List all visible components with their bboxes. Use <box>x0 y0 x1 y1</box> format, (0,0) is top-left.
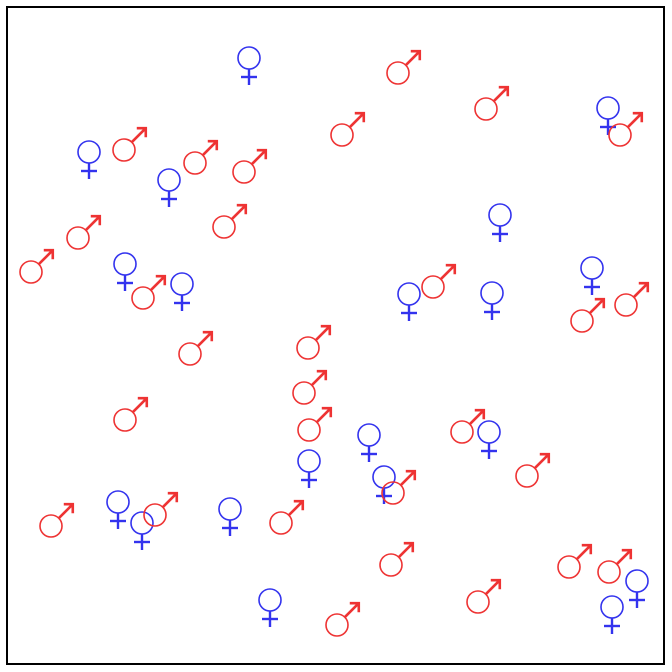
female-symbol-icon <box>106 490 130 529</box>
female-symbol-icon <box>488 203 512 242</box>
female-symbol-icon <box>580 256 604 295</box>
male-symbol-icon <box>570 297 606 333</box>
male-symbol-icon <box>66 214 102 250</box>
male-symbol-icon <box>330 111 366 147</box>
female-symbol-icon <box>218 497 242 536</box>
female-symbol-icon <box>258 588 282 627</box>
female-symbols <box>77 46 649 634</box>
male-symbol-icon <box>297 406 333 442</box>
male-symbol-icon <box>597 548 633 584</box>
male-symbol-icon <box>466 578 502 614</box>
male-symbol-icon <box>131 274 167 310</box>
male-symbol-icon <box>450 408 486 444</box>
male-symbol-icon <box>614 281 650 317</box>
male-symbol-icon <box>212 203 248 239</box>
male-symbol-icon <box>421 263 457 299</box>
male-symbol-icon <box>232 148 268 184</box>
male-symbol-icon <box>292 369 328 405</box>
female-symbol-icon <box>625 569 649 608</box>
male-symbol-icon <box>143 491 179 527</box>
female-symbol-icon <box>113 252 137 291</box>
male-symbol-icon <box>379 541 415 577</box>
female-symbol-icon <box>77 140 101 179</box>
female-symbol-icon <box>237 46 261 85</box>
male-symbol-icon <box>113 396 149 432</box>
female-symbol-icon <box>130 511 154 550</box>
female-symbol-icon <box>357 423 381 462</box>
male-symbols <box>19 49 650 637</box>
female-symbol-icon <box>157 168 181 207</box>
female-symbol-icon <box>596 96 620 135</box>
male-symbol-icon <box>474 85 510 121</box>
female-symbol-icon <box>397 282 421 321</box>
female-symbol-icon <box>480 281 504 320</box>
male-symbol-icon <box>386 49 422 85</box>
male-symbol-icon <box>178 330 214 366</box>
female-symbol-icon <box>297 449 321 488</box>
male-symbol-icon <box>183 139 219 175</box>
female-symbol-icon <box>170 272 194 311</box>
male-symbol-icon <box>296 324 332 360</box>
male-symbol-icon <box>19 248 55 284</box>
male-symbol-icon <box>381 469 417 505</box>
male-symbol-icon <box>269 499 305 535</box>
female-symbol-icon <box>477 420 501 459</box>
male-symbol-icon <box>515 452 551 488</box>
male-symbol-icon <box>608 111 644 147</box>
male-symbol-icon <box>39 502 75 538</box>
male-symbol-icon <box>325 601 361 637</box>
male-symbol-icon <box>112 126 148 162</box>
male-symbol-icon <box>557 543 593 579</box>
frame-border <box>6 6 665 665</box>
female-symbol-icon <box>600 595 624 634</box>
